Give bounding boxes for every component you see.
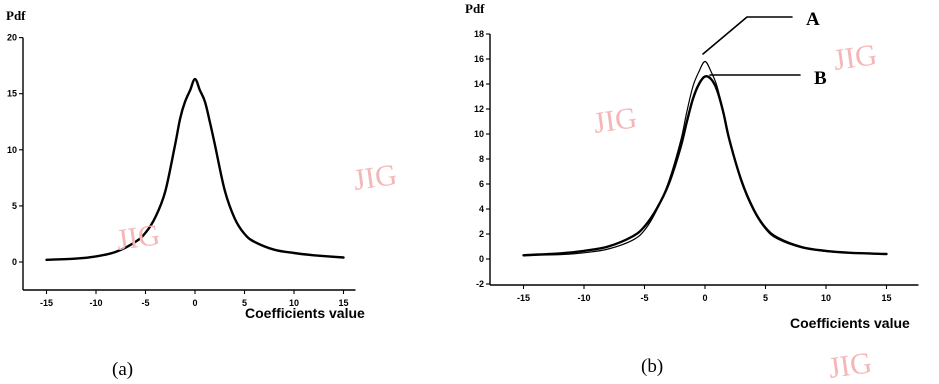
series-line-a	[522, 60, 888, 256]
y-tick-label: 5	[12, 201, 17, 211]
y-tick-label: 4	[479, 204, 484, 214]
caption-a: (a)	[112, 359, 133, 380]
y-tick-label: 6	[479, 179, 484, 189]
series-line	[45, 77, 345, 261]
watermark-5: JIG	[826, 346, 874, 384]
series-line-b	[522, 75, 888, 257]
x-tick-label: 15	[338, 298, 348, 308]
x-tick-label: 0	[702, 293, 707, 303]
chart-a: 0 5 10 15 20 -15 -10 -5 0 5 10 15 Pdf Coefficients va…	[6, 8, 365, 321]
x-tick-label: 5	[763, 293, 768, 303]
callout-line-a	[702, 16, 793, 55]
y-tick-label: 12	[474, 104, 484, 114]
x-tick-label: 5	[242, 298, 247, 308]
y-axis-label: Pdf	[6, 8, 26, 23]
watermarks: JIG JIG JIG JIG JIG	[114, 38, 879, 384]
x-tick-label: -5	[141, 298, 149, 308]
watermark-3: JIG	[591, 101, 639, 140]
series-label-b: B	[814, 68, 827, 89]
y-tick-label: 10	[474, 129, 484, 139]
y-axis-label: Pdf	[465, 1, 485, 16]
y-tick-label: 8	[479, 154, 484, 164]
watermark-2: JIG	[351, 158, 399, 197]
x-tick-label: -10	[89, 298, 102, 308]
y-tick-label: 15	[7, 89, 17, 99]
y-tick-label: 20	[7, 33, 17, 43]
x-tick-label: -15	[517, 293, 530, 303]
x-tick-label: 10	[821, 293, 831, 303]
y-tick-label: 0	[12, 257, 17, 267]
y-tick-label: 2	[479, 229, 484, 239]
y-tick-label: 18	[474, 29, 484, 39]
chart-b: -2 0 2 4 6 8 10 12 14 16 18 -15 -10 -5 0 5 10 15 Pdf Coeffi…	[465, 1, 919, 331]
x-axis-label: Coefficients value	[245, 305, 365, 321]
caption-b: (b)	[641, 356, 663, 377]
x-tick-label: 10	[289, 298, 299, 308]
x-tick-label: -15	[40, 298, 53, 308]
x-tick-label: 15	[881, 293, 891, 303]
series-label-a: A	[806, 9, 820, 30]
y-tick-label: -2	[476, 279, 484, 289]
y-tick-label: 16	[474, 54, 484, 64]
x-tick-label: -5	[640, 293, 648, 303]
x-axis-label: Coefficients value	[790, 315, 910, 331]
x-tick-label: 0	[192, 298, 197, 308]
y-tick-label: 14	[474, 79, 484, 89]
y-tick-label: 10	[7, 145, 17, 155]
callout-lines	[702, 16, 801, 76]
watermark-1: JIG	[114, 218, 162, 257]
y-tick-label: 0	[479, 254, 484, 264]
watermark-4: JIG	[831, 38, 879, 77]
x-tick-label: -10	[577, 293, 590, 303]
